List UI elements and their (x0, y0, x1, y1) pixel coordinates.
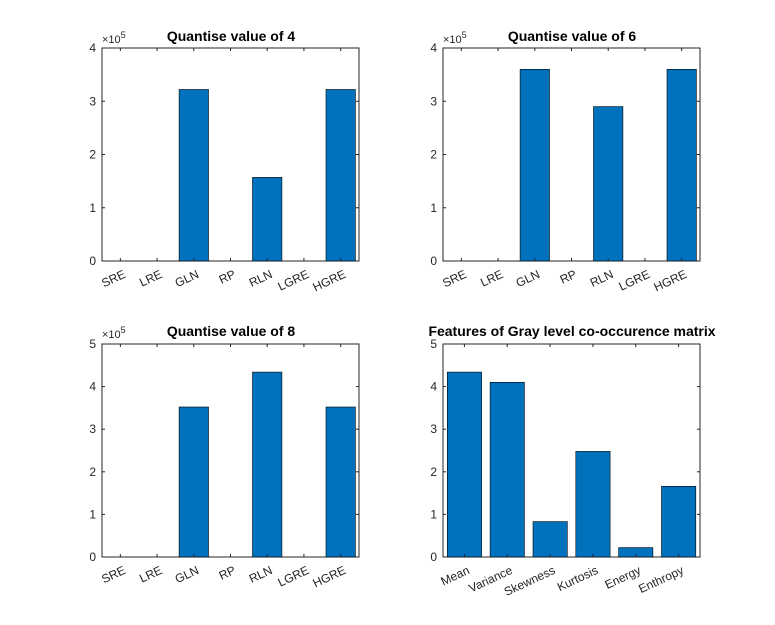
bar-enthropy (661, 485, 697, 558)
y-tick-label: 4 (430, 380, 437, 394)
y-tick-label: 0 (89, 254, 96, 268)
bar-skewness (532, 521, 568, 558)
bar-variance (489, 381, 525, 558)
y-tick-label: 5 (430, 337, 437, 351)
chart-title: Quantise value of 8 (167, 323, 296, 339)
bar-kurtosis (575, 451, 611, 558)
y-tick-label: 1 (430, 201, 437, 215)
y-tick-label: 0 (430, 254, 437, 268)
axes-box (442, 343, 701, 558)
y-tick-label: 1 (89, 507, 96, 521)
y-tick-label: 5 (89, 337, 96, 351)
y-tick-label: 4 (89, 41, 96, 55)
y-tick-label: 0 (430, 550, 437, 564)
y-tick-label: 4 (89, 380, 96, 394)
exponent-power: 5 (462, 30, 467, 40)
y-tick-label: 1 (430, 507, 437, 521)
y-tick-label: 2 (430, 148, 437, 162)
y-tick-label: 3 (89, 94, 96, 108)
exponent-base: ×10 (102, 34, 121, 46)
y-tick-label: 2 (430, 465, 437, 479)
y-tick-label: 4 (430, 41, 437, 55)
bar-gln (178, 406, 209, 558)
chart-title: Quantise value of 4 (167, 28, 296, 44)
exponent-power: 5 (121, 30, 126, 40)
y-tick-label: 3 (430, 94, 437, 108)
y-tick-label: 3 (430, 422, 437, 436)
bar-rln (252, 371, 283, 558)
bar-gln (178, 89, 209, 262)
exponent-base: ×10 (102, 329, 121, 341)
x-tick-label-rp: RP (558, 267, 579, 287)
exponent-power: 5 (121, 325, 126, 335)
bar-hgre (325, 89, 356, 262)
chart-title: Quantise value of 6 (508, 28, 637, 44)
y-tick-label: 1 (89, 201, 96, 215)
y-tick-label: 3 (89, 422, 96, 436)
chart-title: Features of Gray level co-occurence matr… (428, 323, 715, 339)
bar-gln (519, 69, 550, 262)
exponent-base: ×10 (443, 34, 462, 46)
y-exponent-label: ×105 (443, 30, 467, 46)
y-tick-label: 2 (89, 465, 96, 479)
x-tick-label-rp: RP (217, 267, 238, 287)
y-tick-label: 2 (89, 148, 96, 162)
bar-mean (446, 371, 482, 558)
bar-hgre (325, 406, 356, 558)
y-tick-label: 0 (89, 550, 96, 564)
bar-hgre (666, 69, 697, 262)
bar-rln (252, 177, 283, 262)
x-tick-label-rp: RP (217, 563, 238, 583)
y-exponent-label: ×105 (102, 30, 126, 46)
y-exponent-label: ×105 (102, 325, 126, 341)
bar-rln (593, 106, 624, 262)
